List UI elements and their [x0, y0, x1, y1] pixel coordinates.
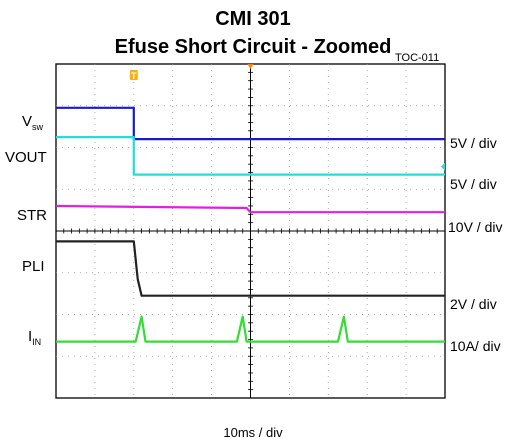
- scale-label-pli: 2V / div: [450, 296, 497, 312]
- trace-vout: [56, 136, 445, 176]
- channel-label-iin: IIN: [28, 328, 42, 347]
- trace-vsw: [56, 106, 445, 141]
- scale-label-iin: 10A/ div: [450, 338, 501, 354]
- channel-label-vout: VOUT: [5, 149, 47, 166]
- vout-marker-icon: [441, 162, 445, 171]
- trace-str: [55, 204, 445, 214]
- time-position-marker-icon: [247, 64, 254, 69]
- channel-label-pli: PLI: [22, 258, 45, 275]
- chart-subtitle: Efuse Short Circuit - Zoomed: [114, 36, 392, 58]
- chart-title: CMI 301: [215, 8, 291, 30]
- scale-label-str: 10V / div: [448, 219, 503, 235]
- figure-id: TOC-011: [395, 52, 440, 64]
- channel-label-vsw: Vsw: [22, 113, 44, 132]
- trace-iin: [56, 315, 445, 343]
- scale-label-vout: 5V / div: [450, 176, 497, 192]
- scale-label-vsw: 5V / div: [450, 135, 497, 151]
- channel-label-str: STR: [17, 207, 47, 224]
- x-axis-label: 10ms / div: [223, 425, 283, 440]
- trigger-marker-label: T: [131, 71, 137, 81]
- trigger-marker-icon: [129, 70, 138, 80]
- trace-pli: [56, 240, 445, 297]
